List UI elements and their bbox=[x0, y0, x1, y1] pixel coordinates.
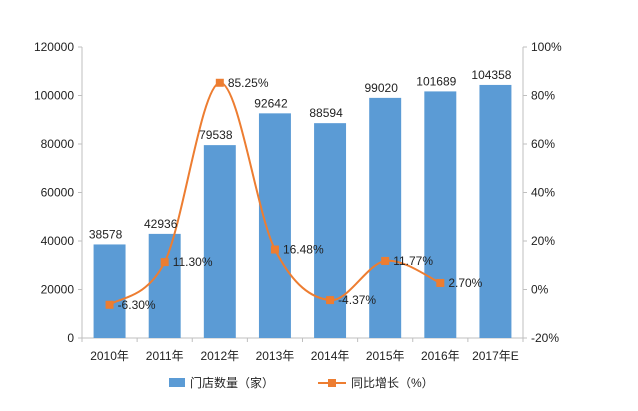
bar bbox=[258, 113, 291, 339]
left-tick-label: 100000 bbox=[34, 89, 74, 103]
line-marker bbox=[160, 258, 169, 267]
line-marker bbox=[215, 78, 224, 87]
x-tick-label: 2014年 bbox=[311, 349, 350, 363]
bar-value-label: 101689 bbox=[416, 74, 456, 88]
bar bbox=[93, 244, 126, 338]
line-value-label: 16.48% bbox=[283, 243, 324, 257]
growth-line bbox=[108, 81, 441, 306]
bar bbox=[424, 91, 457, 338]
left-tick-label: 80000 bbox=[41, 137, 75, 151]
bar-value-label: 79538 bbox=[199, 128, 233, 142]
legend-bar-swatch bbox=[169, 378, 185, 387]
line-marker bbox=[105, 300, 114, 309]
right-tick-label: 40% bbox=[531, 186, 555, 200]
left-tick-label: 0 bbox=[67, 331, 74, 345]
x-tick-label: 2015年 bbox=[366, 349, 405, 363]
bar bbox=[148, 233, 181, 338]
line-marker bbox=[436, 278, 445, 287]
right-tick-label: 100% bbox=[531, 40, 562, 54]
bar-value-label: 92642 bbox=[254, 96, 288, 110]
x-tick-label: 2011年 bbox=[146, 349, 184, 363]
bar bbox=[203, 145, 236, 338]
line-marker bbox=[270, 245, 279, 254]
x-tick-label: 2013年 bbox=[256, 349, 295, 363]
line-value-label: 11.77% bbox=[393, 254, 433, 268]
line-value-label: -4.37% bbox=[338, 293, 376, 307]
left-tick-label: 20000 bbox=[41, 283, 75, 297]
bar-value-label: 42936 bbox=[144, 217, 178, 231]
right-tick-label: 20% bbox=[531, 234, 555, 248]
line-value-label: 85.25% bbox=[228, 76, 269, 90]
right-tick-label: 80% bbox=[531, 89, 555, 103]
right-tick-label: -20% bbox=[531, 331, 559, 345]
bar bbox=[479, 84, 512, 338]
line-marker bbox=[381, 256, 390, 265]
bar-value-label: 38578 bbox=[89, 227, 123, 241]
right-tick-label: 0% bbox=[531, 283, 549, 297]
bar-value-label: 99020 bbox=[365, 81, 399, 95]
line-value-label: 11.30% bbox=[173, 255, 213, 269]
line-value-label: -6.30% bbox=[118, 298, 156, 312]
x-tick-label: 2017年E bbox=[472, 349, 519, 363]
x-tick-label: 2012年 bbox=[200, 349, 239, 363]
bar-value-label: 88594 bbox=[309, 106, 343, 120]
x-tick-label: 2010年 bbox=[90, 349, 129, 363]
left-tick-label: 60000 bbox=[41, 186, 75, 200]
bar bbox=[369, 97, 402, 339]
left-tick-label: 120000 bbox=[34, 40, 74, 54]
x-tick-label: 2016年 bbox=[421, 349, 460, 363]
legend-line-label: 同比增长（%） bbox=[351, 376, 434, 390]
line-value-label: 2.70% bbox=[448, 276, 482, 290]
bar-value-label: 104358 bbox=[471, 68, 511, 82]
right-tick-label: 60% bbox=[531, 137, 555, 151]
legend-line-marker bbox=[328, 379, 336, 387]
line-marker bbox=[326, 296, 335, 305]
legend-bar-label: 门店数量（家） bbox=[190, 375, 274, 390]
left-tick-label: 40000 bbox=[41, 234, 75, 248]
